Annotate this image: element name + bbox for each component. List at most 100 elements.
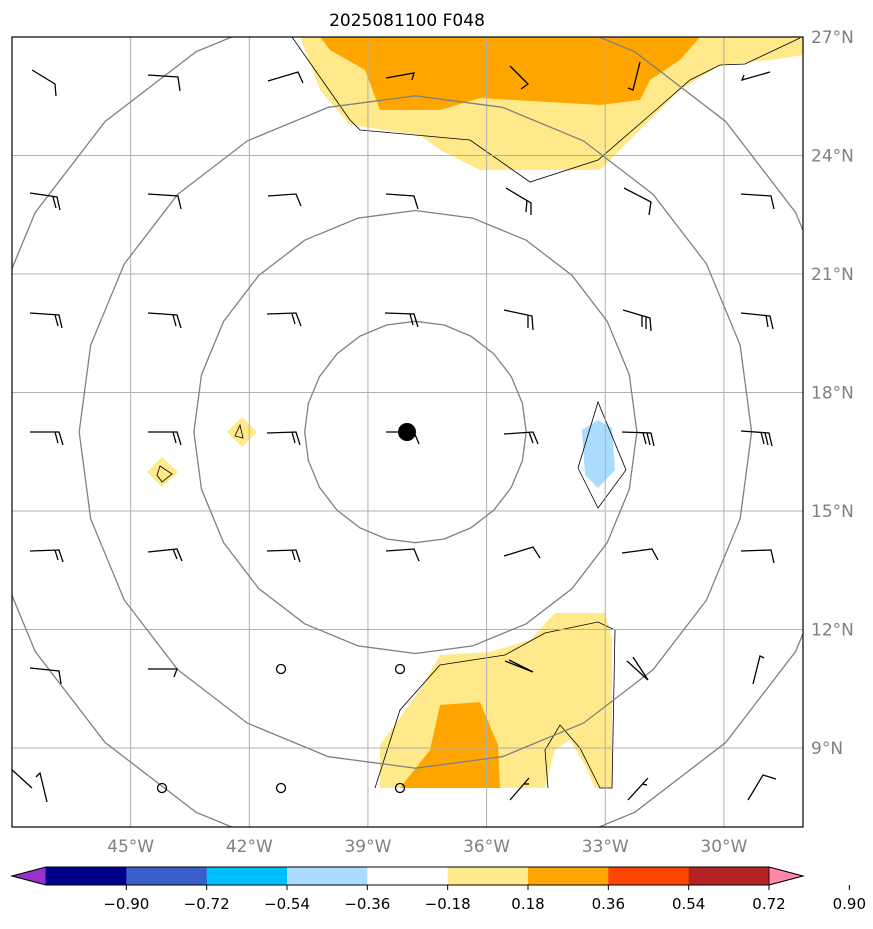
storm-center-marker	[398, 423, 416, 441]
colorbar-swatch	[688, 867, 770, 885]
wind-barb	[740, 193, 775, 210]
colorbar-swatch	[46, 867, 127, 885]
wind-barb	[29, 667, 62, 685]
range-ring	[193, 209, 638, 655]
wind-barb	[29, 312, 63, 329]
colorbar-swatch	[528, 867, 609, 885]
map-area	[12, 37, 803, 827]
wind-barb	[740, 71, 771, 81]
colorbar-extend-high	[768, 866, 805, 886]
wind-barb	[384, 312, 419, 328]
calm-wind-marker	[394, 782, 406, 794]
wind-barb	[147, 548, 183, 562]
colorbar-tick-label: −0.36	[344, 895, 390, 913]
wind-barb	[505, 187, 532, 215]
contour-cell-west-b	[156, 465, 173, 483]
wind-barb	[747, 774, 777, 801]
wind-barb	[626, 656, 649, 681]
longitude-tick-label: 42°W	[226, 837, 273, 857]
latitude-tick-label: 27°N	[811, 28, 854, 48]
shaded-field-negative-blue	[582, 420, 615, 488]
wind-barb	[29, 549, 64, 563]
wind-barb	[509, 65, 530, 90]
longitude-tick-label: 45°W	[107, 837, 154, 857]
calm-wind-marker	[394, 663, 406, 675]
wind-barb	[385, 548, 420, 562]
longitude-tick-label: 33°W	[582, 837, 629, 857]
wind-barb	[752, 655, 765, 685]
colorbar-tick-label: 0.54	[672, 895, 705, 913]
range-rings	[12, 37, 803, 827]
contour-north	[291, 37, 801, 183]
wind-barb	[29, 192, 61, 211]
calm-wind-marker	[156, 782, 168, 794]
colorbar-swatch	[367, 867, 449, 885]
shaded-cell-west	[147, 417, 257, 487]
wind-barb	[503, 431, 539, 445]
map-title: 2025081100 F048	[329, 11, 485, 31]
wind-barb	[266, 312, 302, 327]
calm-wind-marker	[275, 782, 287, 794]
latitude-tick-label: 21°N	[811, 265, 854, 285]
wind-barb	[621, 431, 655, 447]
colorbar-tick-label: 0.36	[592, 895, 625, 913]
wind-barb	[740, 430, 773, 447]
wind-barb	[504, 659, 534, 673]
wind-barb	[266, 431, 301, 446]
wind-barb	[267, 193, 302, 207]
colorbar-swatch	[126, 867, 208, 885]
latitude-tick-label: 15°N	[811, 502, 854, 522]
wind-barb	[148, 431, 182, 446]
latitude-tick-label: 24°N	[811, 147, 854, 167]
colorbar-swatch	[608, 867, 690, 885]
wind-barb	[267, 71, 304, 84]
latitude-tick-label: 12°N	[811, 621, 854, 641]
wind-barb	[147, 193, 182, 210]
shaded-field-negative	[577, 400, 627, 509]
wind-barb	[503, 546, 541, 559]
colorbar-outline	[10, 866, 805, 886]
wind-barb	[622, 309, 652, 332]
map-frame	[11, 36, 804, 828]
wind-barb	[509, 777, 530, 801]
shaded-field-north	[291, 37, 803, 183]
range-ring	[12, 37, 803, 827]
colorbar-tick-label: 0.90	[833, 895, 866, 913]
wind-barb	[740, 312, 774, 330]
wind-barb	[385, 193, 419, 210]
longitude-tick-label: 30°W	[700, 837, 747, 857]
range-ring	[304, 320, 527, 544]
shaded-field-south	[374, 613, 616, 789]
colorbar-tick-label: −0.18	[425, 895, 471, 913]
colorbar: −0.90 −0.72 −0.54 −0.36 −0.18 0.18 0.36 0.54 0.7…	[10, 866, 866, 913]
colorbar-tick-label: −0.54	[264, 895, 310, 913]
colorbar-tick-label: 0.72	[752, 895, 785, 913]
longitude-tick-labels: 45°W 42°W 39°W 36°W 33°W 30°W	[107, 837, 747, 857]
graticule	[12, 37, 803, 827]
colorbar-tick-label: −0.90	[103, 895, 149, 913]
longitude-tick-label: 39°W	[344, 837, 391, 857]
wind-barb	[621, 548, 659, 561]
colorbar-extend-low	[10, 866, 47, 886]
wind-barbs	[12, 61, 777, 803]
range-ring	[78, 95, 753, 769]
colorbar-tick-label: −0.72	[184, 895, 230, 913]
wind-barb	[503, 309, 534, 331]
contour-cell-west-a	[234, 423, 244, 439]
wind-barb	[266, 549, 301, 563]
wind-barb	[627, 61, 641, 91]
latitude-tick-labels: 27°N 24°N 21°N 18°N 15°N 12°N 9°N	[811, 28, 854, 759]
contour-negative	[577, 400, 627, 509]
wind-barb	[740, 549, 775, 564]
wind-barb	[30, 431, 64, 446]
wind-barb	[35, 771, 48, 803]
wind-barb	[12, 768, 33, 789]
colorbar-swatch	[206, 867, 288, 885]
wind-barb	[148, 668, 178, 678]
colorbar-swatch	[447, 867, 529, 885]
wind-barb	[623, 187, 652, 216]
wind-barb	[147, 312, 182, 329]
latitude-tick-label: 18°N	[811, 384, 854, 404]
shaded-cell-west-b	[147, 457, 178, 487]
